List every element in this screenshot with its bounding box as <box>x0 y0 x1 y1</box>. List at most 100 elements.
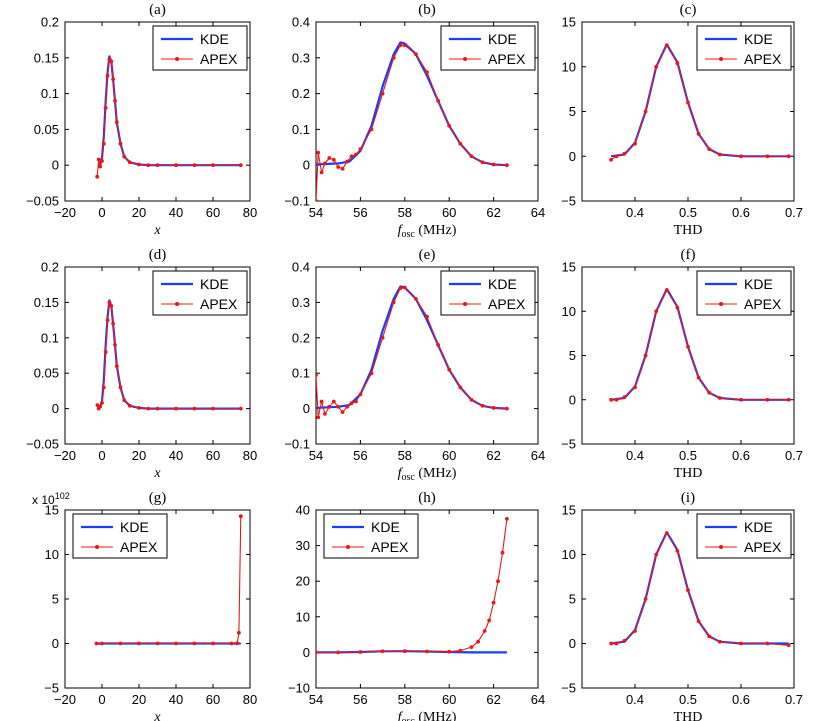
apex-point <box>192 406 197 411</box>
apex-point <box>103 106 108 110</box>
x-tick-label: 56 <box>353 448 367 463</box>
apex-point <box>331 157 336 162</box>
y-tick-label: 0.2 <box>41 260 59 275</box>
x-tick-label: 0.6 <box>732 205 750 220</box>
apex-point <box>447 367 452 372</box>
panel-title: (d) <box>149 247 167 263</box>
apex-point <box>739 397 743 402</box>
apex-point <box>237 630 241 635</box>
apex-point <box>686 588 690 592</box>
legend: KDE APEX <box>696 270 792 316</box>
x-axis-label: THD <box>674 710 703 721</box>
x-tick-label: 0.7 <box>785 692 803 707</box>
x-tick-label: 64 <box>531 448 545 463</box>
apex-point <box>447 123 452 128</box>
apex-point <box>100 401 104 405</box>
apex-point <box>111 321 115 326</box>
apex-point <box>675 305 680 310</box>
y-tick-label: 5 <box>569 104 576 119</box>
apex-point <box>349 154 354 159</box>
apex-point <box>696 132 701 136</box>
plot-area <box>316 285 509 420</box>
apex-point <box>114 364 119 368</box>
panel-c: 0.4 0.5 0.6 0.7 −5 0 5 10 15 (c) THD KDE APEX <box>561 2 803 238</box>
series-line-kde <box>97 55 241 167</box>
panel-g: −20 0 20 40 60 80 −5 0 5 10 15 (g) x x 10102 KDE APEX <box>32 490 257 721</box>
x-tick-label: 80 <box>243 448 257 463</box>
apex-point <box>402 285 407 290</box>
plot-area <box>316 41 509 201</box>
x-axis-label: x <box>153 710 161 721</box>
apex-point <box>458 648 463 653</box>
x-axis-label: x <box>153 466 161 481</box>
apex-point <box>707 147 712 152</box>
y-tick-label: 15 <box>45 503 59 518</box>
legend-box <box>72 513 168 559</box>
apex-point <box>622 638 627 643</box>
apex-point <box>633 141 637 146</box>
apex-point <box>316 199 318 201</box>
y-tick-label: −0.05 <box>26 437 59 452</box>
y-tick-label: 0.05 <box>34 366 59 381</box>
apex-point <box>155 406 160 411</box>
x-tick-label: 0.5 <box>679 205 697 220</box>
axes-frame <box>315 21 539 202</box>
y-tick-label: 10 <box>45 547 59 562</box>
x-tick-label: 20 <box>132 692 146 707</box>
x-tick-label: 80 <box>243 205 257 220</box>
apex-point <box>380 335 385 340</box>
x-tick-label: 62 <box>486 692 500 707</box>
x-tick-label: 62 <box>486 205 500 220</box>
apex-point <box>349 401 354 406</box>
x-axis-label: fosc (MHz) <box>398 710 457 721</box>
y-tick-label: 0 <box>303 401 310 416</box>
apex-point <box>425 70 429 74</box>
y-tick-label: 5 <box>52 592 59 607</box>
apex-point <box>122 154 127 159</box>
y-tick-label: −5 <box>561 681 576 696</box>
legend-box <box>440 25 536 71</box>
y-tick-label: 15 <box>562 503 576 518</box>
legend-marker <box>346 545 350 549</box>
series-line-apex <box>96 58 241 177</box>
apex-point <box>323 161 327 166</box>
y-tick-label: 15 <box>562 15 576 30</box>
apex-point <box>643 597 648 601</box>
legend-marker <box>463 57 467 61</box>
apex-point <box>717 396 722 400</box>
apex-point <box>654 64 659 69</box>
apex-point <box>319 399 324 404</box>
apex-point <box>786 643 791 648</box>
legend-label-apex: APEX <box>200 51 238 67</box>
x-tick-label: 0 <box>98 205 105 220</box>
panel-f: 0.4 0.5 0.6 0.7 −5 0 5 10 15 (f) THD KDE APEX <box>561 247 803 481</box>
panel-a: −20 0 20 40 60 80 −0.05 0 0.05 0.1 0.15 0.2 (a) x KDE A… <box>26 2 257 238</box>
legend-label-apex: APEX <box>488 296 526 312</box>
apex-point <box>765 641 770 646</box>
legend-label-apex: APEX <box>200 296 238 312</box>
y-tick-label: 10 <box>562 547 576 562</box>
apex-point <box>354 152 358 157</box>
apex-point <box>101 385 106 390</box>
y-tick-label: 0 <box>52 401 59 416</box>
apex-point <box>340 410 345 414</box>
legend-label-apex: APEX <box>744 539 782 555</box>
apex-point <box>609 157 613 162</box>
apex-point <box>229 641 234 646</box>
apex-point <box>211 641 215 646</box>
apex-point <box>192 163 197 168</box>
panel-title: (h) <box>418 490 436 506</box>
x-tick-label: 60 <box>206 205 220 220</box>
x-axis-label: THD <box>674 223 703 238</box>
apex-point <box>238 406 243 411</box>
apex-point <box>111 77 115 82</box>
y-tick-label: 5 <box>569 348 576 363</box>
apex-point <box>238 514 243 519</box>
y-tick-label: 0 <box>569 636 576 651</box>
apex-point <box>316 650 318 655</box>
legend-marker <box>175 302 179 306</box>
panel-title: (i) <box>681 490 695 506</box>
apex-point <box>686 100 690 105</box>
apex-point <box>98 404 103 409</box>
apex-point <box>336 404 341 409</box>
